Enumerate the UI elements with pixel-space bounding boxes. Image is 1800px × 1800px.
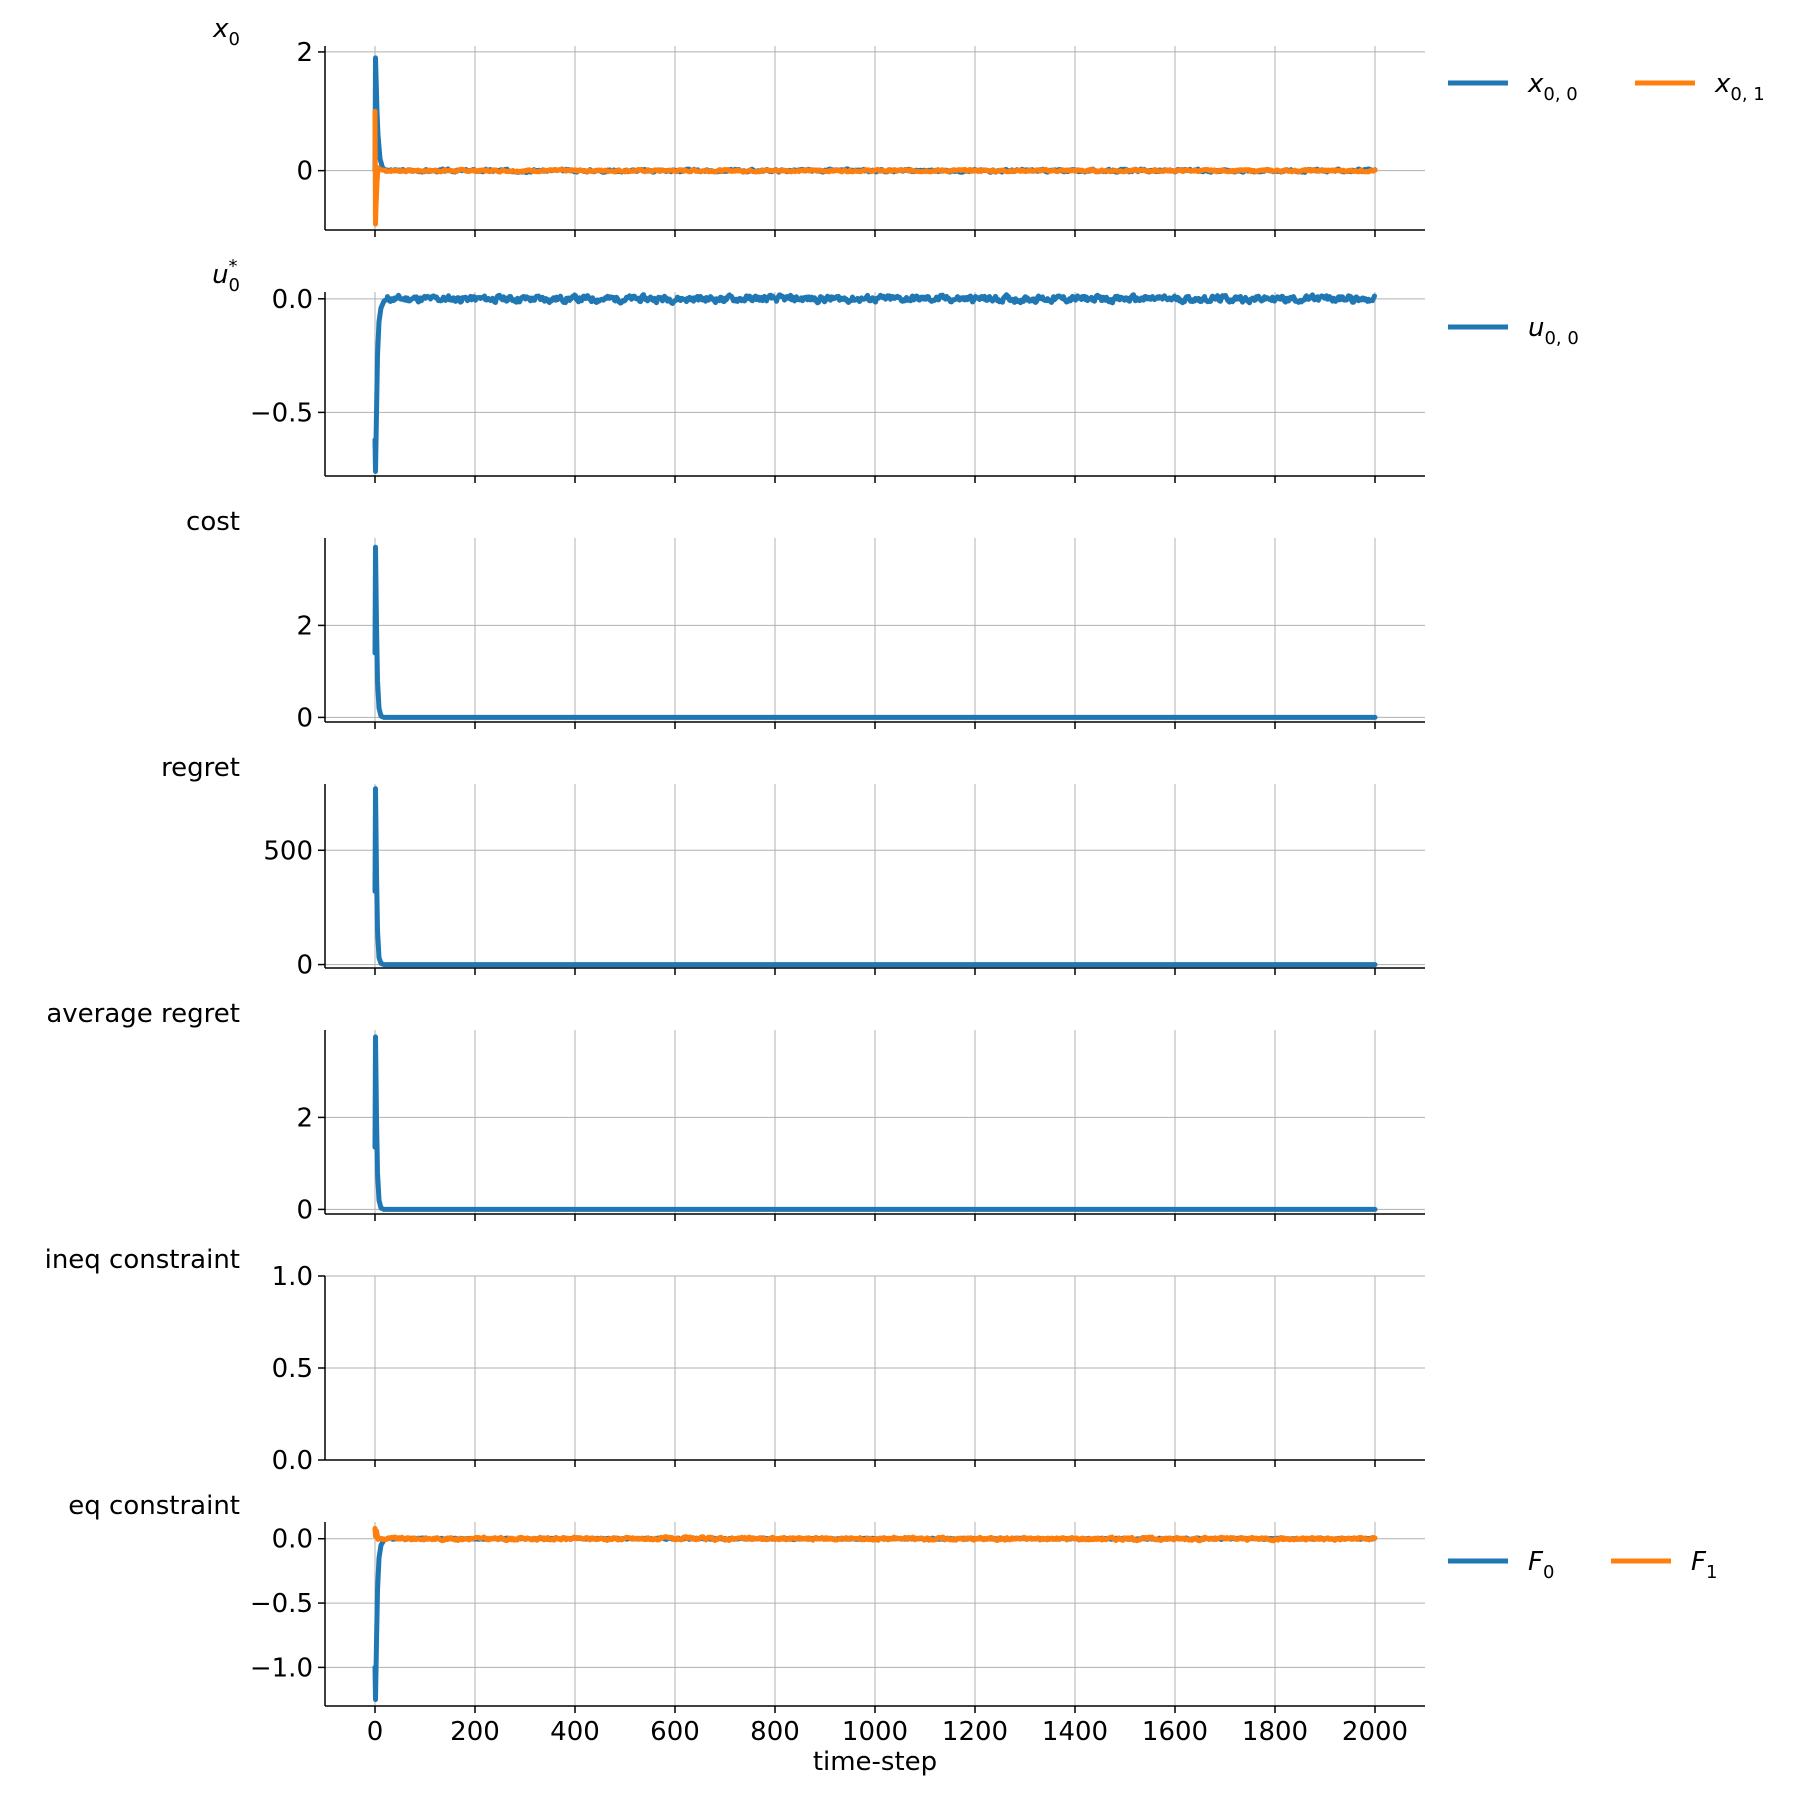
- y-tick-label: −1.0: [250, 1653, 313, 1683]
- y-axis-label: cost: [186, 507, 240, 537]
- x-tick-label: 0: [367, 1717, 384, 1747]
- subplot-ineq: 0.0 0.5 1.0 ineq constraint: [45, 1245, 1425, 1476]
- x-tick-label: 1200: [942, 1717, 1008, 1747]
- legend-entry: F0: [1528, 1547, 1554, 1583]
- y-tick-label: 2: [296, 38, 313, 68]
- legend: F0 F1: [1448, 1547, 1717, 1583]
- y-tick-label: 500: [263, 836, 313, 866]
- y-tick-label: −0.5: [250, 398, 313, 428]
- legend: u0, 0: [1448, 313, 1579, 349]
- subplot-avgregret: 0 2 average regret: [46, 999, 1425, 1225]
- series-line-regret-0: [372, 786, 1378, 968]
- series-line-cost-0: [372, 544, 1378, 720]
- x-tick-label: 1000: [842, 1717, 908, 1747]
- y-tick-label: 0.0: [272, 1525, 313, 1555]
- x-tick-label: 800: [750, 1717, 800, 1747]
- x-tick-label: 1600: [1142, 1717, 1208, 1747]
- series-line-x0-1: [372, 108, 1378, 227]
- series-line-eq-1: [372, 1525, 1378, 1544]
- x-tick-label: 1800: [1242, 1717, 1308, 1747]
- y-tick-label: 0: [296, 951, 313, 981]
- y-tick-label: 2: [296, 611, 313, 641]
- x-tick-label: 400: [550, 1717, 600, 1747]
- x-tick-label: 200: [450, 1717, 500, 1747]
- series-line-avgregret-0: [372, 1034, 1378, 1212]
- y-tick-label: 0: [296, 157, 313, 187]
- x-tick-label: 2000: [1342, 1717, 1408, 1747]
- y-axis-label: x0: [212, 14, 240, 50]
- y-axis-label: average regret: [46, 999, 240, 1029]
- y-axis-label: ineq constraint: [45, 1245, 240, 1275]
- legend-entry: u0, 0: [1528, 313, 1579, 349]
- x-axis-label: time-step: [813, 1747, 937, 1777]
- y-tick-label: 2: [296, 1103, 313, 1133]
- series-line-u0-0: [372, 292, 1377, 474]
- x-tick-label: 1400: [1042, 1717, 1108, 1747]
- y-axis-label: u* 0: [212, 256, 240, 296]
- legend-entry: F1: [1691, 1547, 1717, 1583]
- legend-entry: x0, 1: [1714, 69, 1765, 105]
- legend-entry: x0, 0: [1527, 69, 1578, 105]
- subplot-regret: 0 500 regret: [161, 753, 1425, 981]
- legend: x0, 0 x0, 1: [1448, 69, 1765, 105]
- y-tick-label: 0.0: [272, 285, 313, 315]
- subplot-u0: −0.5 0.0 u* 0 u0, 0: [212, 256, 1579, 483]
- y-tick-label: 1.0: [272, 1262, 313, 1292]
- subplot-x0: 0 2 x0 x0, 0 x0, 1: [212, 14, 1765, 237]
- y-tick-label: −0.5: [250, 1589, 313, 1619]
- y-tick-label: 0: [296, 1195, 313, 1225]
- subplot-cost: 0 2 cost: [186, 507, 1425, 733]
- x-tick-label: 600: [650, 1717, 700, 1747]
- y-tick-label: 0.0: [272, 1446, 313, 1476]
- y-axis-label: regret: [161, 753, 240, 783]
- y-tick-label: 0.5: [272, 1354, 313, 1384]
- subplot-eq: −1.0 −0.5 0.0 eq constraint F0 F1 0 200 400 600 80…: [68, 1491, 1717, 1777]
- y-axis-label: eq constraint: [68, 1491, 240, 1521]
- y-tick-label: 0: [296, 703, 313, 733]
